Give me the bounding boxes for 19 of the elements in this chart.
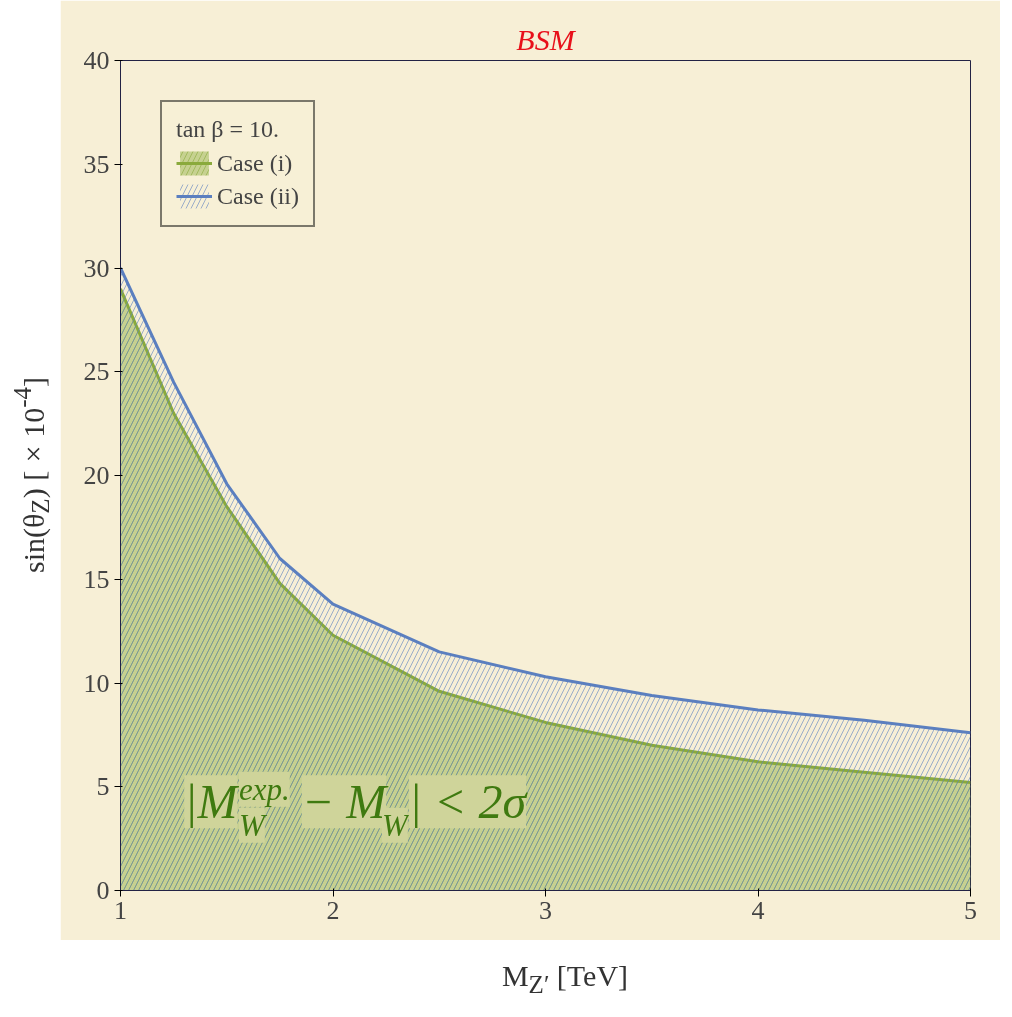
y-tick-label: 5: [96, 772, 110, 802]
x-tick-label: 1: [114, 895, 127, 925]
y-tick-label: 0: [96, 876, 110, 905]
x-tick-label: 2: [326, 895, 340, 925]
x-tick-label: 4: [751, 895, 765, 925]
x-tick-label: 5: [964, 895, 977, 925]
y-tick-label: 15: [83, 564, 110, 594]
y-tick-label: 40: [83, 46, 110, 75]
y-tick-label: 20: [83, 461, 110, 490]
x-axis-title: M$_{Z′}$ [TeV]: [501, 958, 629, 1000]
y-tick-label: 10: [83, 668, 110, 698]
legend-title: tan β = 10.: [176, 116, 281, 143]
chart-title: BSM: [516, 22, 577, 56]
x-tick-label: 3: [539, 895, 552, 925]
y-tick-label: 25: [83, 357, 110, 387]
legend-label: Case (i): [217, 149, 293, 177]
y-tick-label: 35: [83, 149, 110, 179]
y-tick-label: 30: [83, 253, 110, 283]
legend-label: Case (ii): [217, 182, 299, 210]
